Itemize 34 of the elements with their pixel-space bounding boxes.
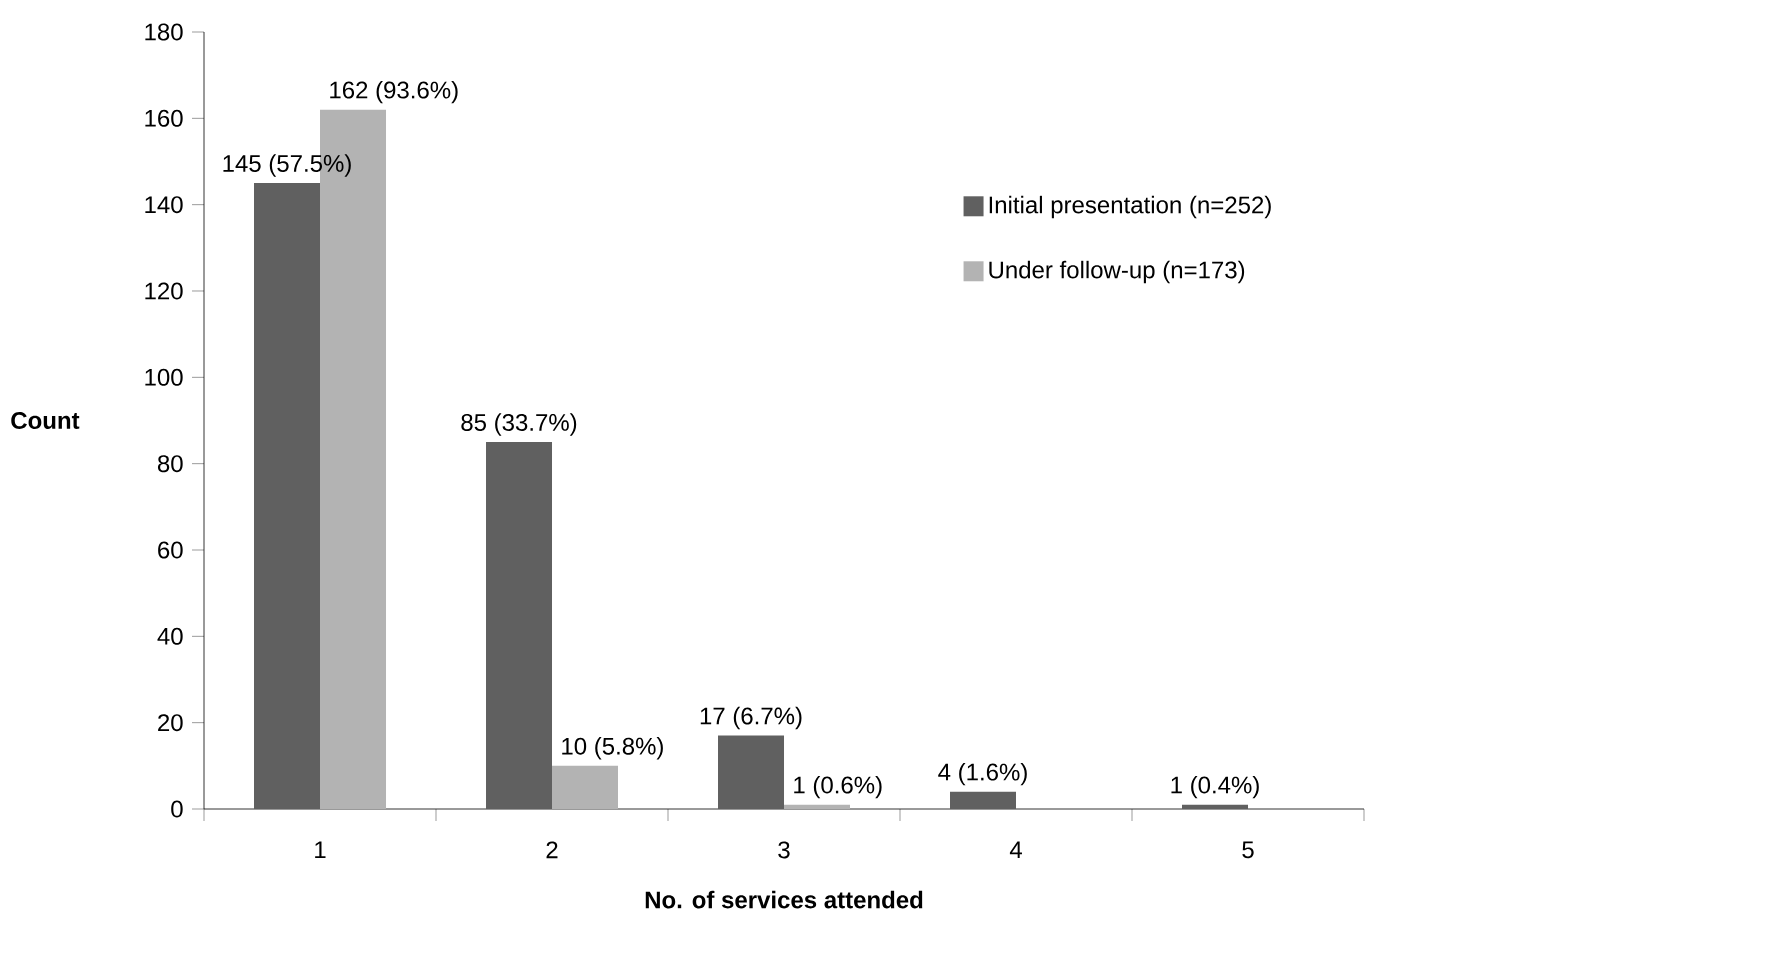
x-tick-label: 2 xyxy=(546,841,558,859)
y-tick-label: 40 xyxy=(157,627,183,645)
y-tick-label: 20 xyxy=(158,714,183,732)
x-axis-title: No. of services attended xyxy=(645,890,923,909)
bar xyxy=(552,765,619,809)
y-tick-label: 120 xyxy=(145,282,183,300)
data-label: 162 (93.6%) xyxy=(330,80,458,104)
x-tick-label: 3 xyxy=(778,841,790,859)
y-tick-label: 100 xyxy=(145,368,183,386)
y-tick-label: 60 xyxy=(158,541,183,559)
x-tick-label: 5 xyxy=(1242,841,1254,859)
data-label: 85 (33.7%) xyxy=(461,413,577,436)
y-tick-label: 160 xyxy=(145,109,183,127)
data-label: 4 (1.6%) xyxy=(938,762,1027,786)
data-label: 10 (5.8%) xyxy=(562,737,663,760)
legend-label: Initial presentation (n=252) xyxy=(989,195,1271,219)
data-label: 1 (0.6%) xyxy=(794,775,882,799)
data-label: 17 (6.7%) xyxy=(700,706,802,730)
bar xyxy=(718,735,784,809)
bar xyxy=(1182,804,1249,809)
bar xyxy=(784,804,851,809)
x-tick-label: 4 xyxy=(1009,841,1022,858)
bar xyxy=(950,791,1016,809)
y-tick-label: 80 xyxy=(157,455,183,473)
bar xyxy=(486,442,553,809)
legend-label: Under follow-up (n=173) xyxy=(989,260,1245,284)
y-axis-title: Count xyxy=(11,412,80,429)
bar xyxy=(254,183,321,809)
y-tick-label: 140 xyxy=(145,196,183,214)
y-tick-label: 180 xyxy=(145,23,183,41)
x-tick-label: 1 xyxy=(315,841,326,858)
data-label: 145 (57.5%) xyxy=(223,154,351,177)
y-tick-label: 0 xyxy=(171,800,183,818)
data-label: 1 (0.4%) xyxy=(1171,775,1259,799)
